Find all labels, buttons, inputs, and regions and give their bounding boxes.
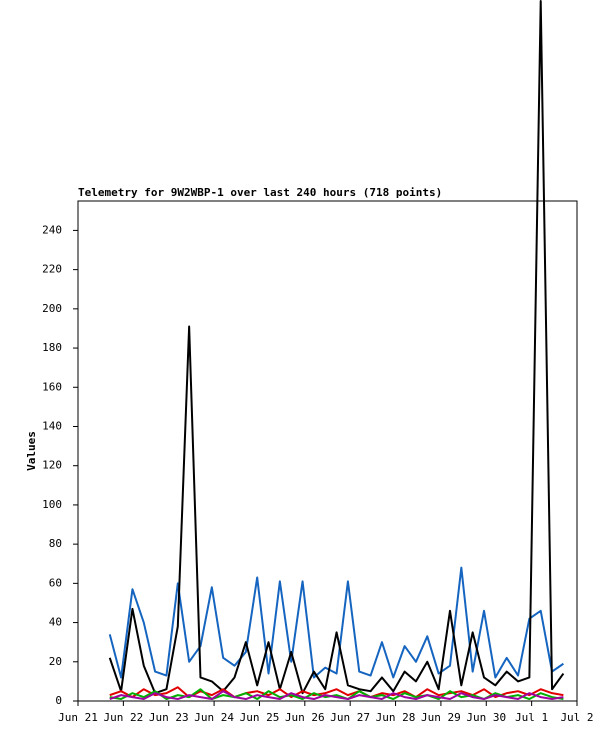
y-tick-label: 80	[49, 537, 62, 550]
y-tick-label: 20	[49, 655, 62, 668]
x-tick-label: Jun 24	[194, 711, 234, 724]
y-axis-label: Values	[25, 431, 38, 471]
y-tick-label: 60	[49, 576, 62, 589]
y-tick-label: 140	[42, 419, 62, 432]
series-line	[109, 690, 564, 701]
x-tick-label: Jun 23	[149, 711, 189, 724]
chart-title: Telemetry for 9W2WBP-1 over last 240 hou…	[78, 186, 442, 199]
x-tick-label: Jun 25	[240, 711, 280, 724]
series-line	[109, 686, 564, 699]
x-tick-label: Jun 30	[466, 711, 506, 724]
plot-frame	[77, 200, 578, 702]
x-tick-label: Jun 26	[285, 711, 325, 724]
y-tick-label: 100	[42, 498, 62, 511]
y-tick-label: 200	[42, 302, 62, 315]
series-line	[108, 0, 565, 695]
x-tick-label: Jun 22	[103, 711, 143, 724]
y-tick-label: 240	[42, 223, 62, 236]
x-tick-label: Jul 1	[515, 711, 548, 724]
x-tick-label: Jun 28	[376, 711, 416, 724]
y-tick-label: 220	[42, 263, 62, 276]
x-tick-label: Jun 27	[330, 711, 370, 724]
y-tick-label: 0	[55, 694, 62, 707]
y-tick-label: 120	[42, 459, 62, 472]
y-tick-label: 180	[42, 341, 62, 354]
x-tick-label: Jul 2	[560, 711, 593, 724]
y-tick-label: 160	[42, 380, 62, 393]
y-tick-label: 40	[49, 616, 62, 629]
x-tick-label: Jun 21	[58, 711, 98, 724]
series-line	[108, 566, 564, 679]
x-tick-label: Jun 29	[421, 711, 461, 724]
